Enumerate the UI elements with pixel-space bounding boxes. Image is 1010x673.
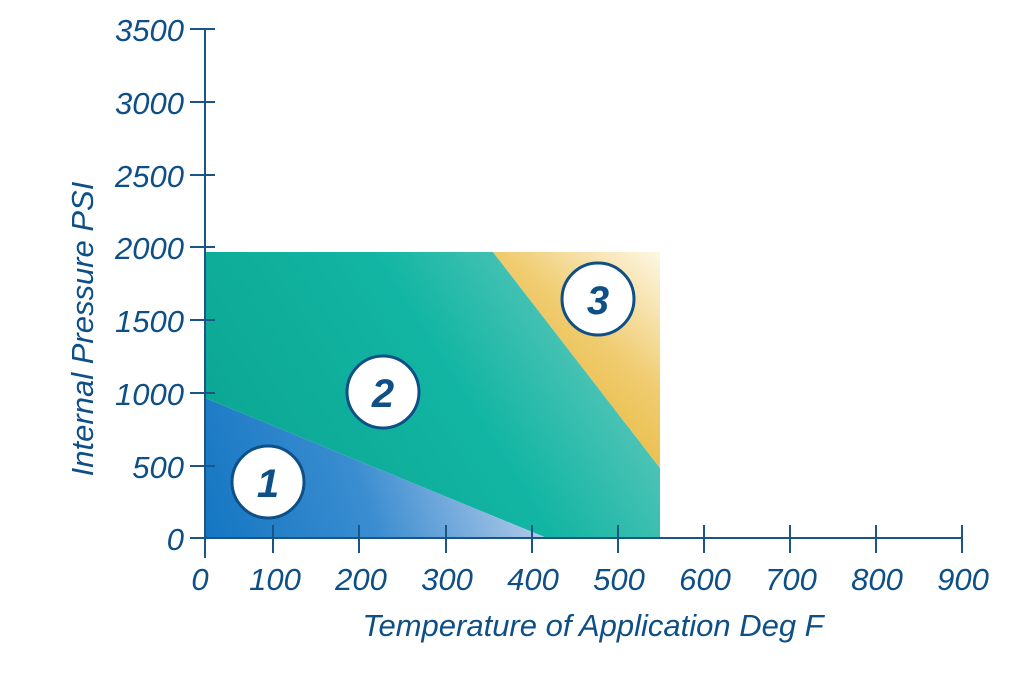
x-tick-label: 200: [334, 562, 387, 597]
x-tick-label: 300: [421, 562, 473, 597]
zone-badge-2: 2: [345, 354, 421, 430]
y-tick-label: 3500: [115, 13, 184, 48]
y-axis: 0 500 1000 1500 2000 2500 3000 3500 Inte…: [65, 13, 215, 558]
zone-badge-label: 2: [371, 372, 394, 416]
zone-badge-circle: [560, 261, 636, 337]
x-tick-label: 700: [765, 562, 817, 597]
zone-badge-label: 1: [257, 462, 279, 506]
y-tick-label: 3000: [115, 86, 184, 121]
zone-badge-1: 1: [230, 444, 306, 520]
zone-badge-3: 3: [560, 261, 636, 337]
x-tick-label: 600: [679, 562, 731, 597]
x-tick-label: 800: [851, 562, 903, 597]
x-ticks: [204, 525, 963, 555]
x-tick-labels: 0 100 200 300 400 500 600 700 800 900: [191, 562, 988, 597]
y-tick-label: 500: [132, 450, 184, 485]
zone-badge-circle: [345, 354, 421, 430]
x-tick-label: 500: [593, 562, 645, 597]
y-tick-label: 1000: [115, 377, 184, 412]
zone-badge-label: 3: [587, 279, 609, 323]
x-tick-label: 100: [249, 562, 301, 597]
y-axis-title: Internal Pressure PSI: [65, 181, 100, 476]
y-tick-label: 2500: [114, 159, 184, 194]
y-tick-label: 2000: [114, 231, 184, 266]
zone-badge-circle: [230, 444, 306, 520]
y-tick-labels: 0 500 1000 1500 2000 2500 3000 3500: [114, 13, 184, 557]
x-tick-label: 0: [191, 562, 208, 597]
x-tick-label: 900: [937, 562, 989, 597]
x-tick-label: 400: [507, 562, 559, 597]
y-tick-label: 0: [167, 522, 184, 557]
y-tick-label: 1500: [115, 304, 184, 339]
zone-2-area: [205, 252, 660, 538]
x-axis-title: Temperature of Application Deg F: [362, 608, 825, 643]
x-axis: 0 100 200 300 400 500 600 700 800 900 Te…: [190, 525, 989, 643]
